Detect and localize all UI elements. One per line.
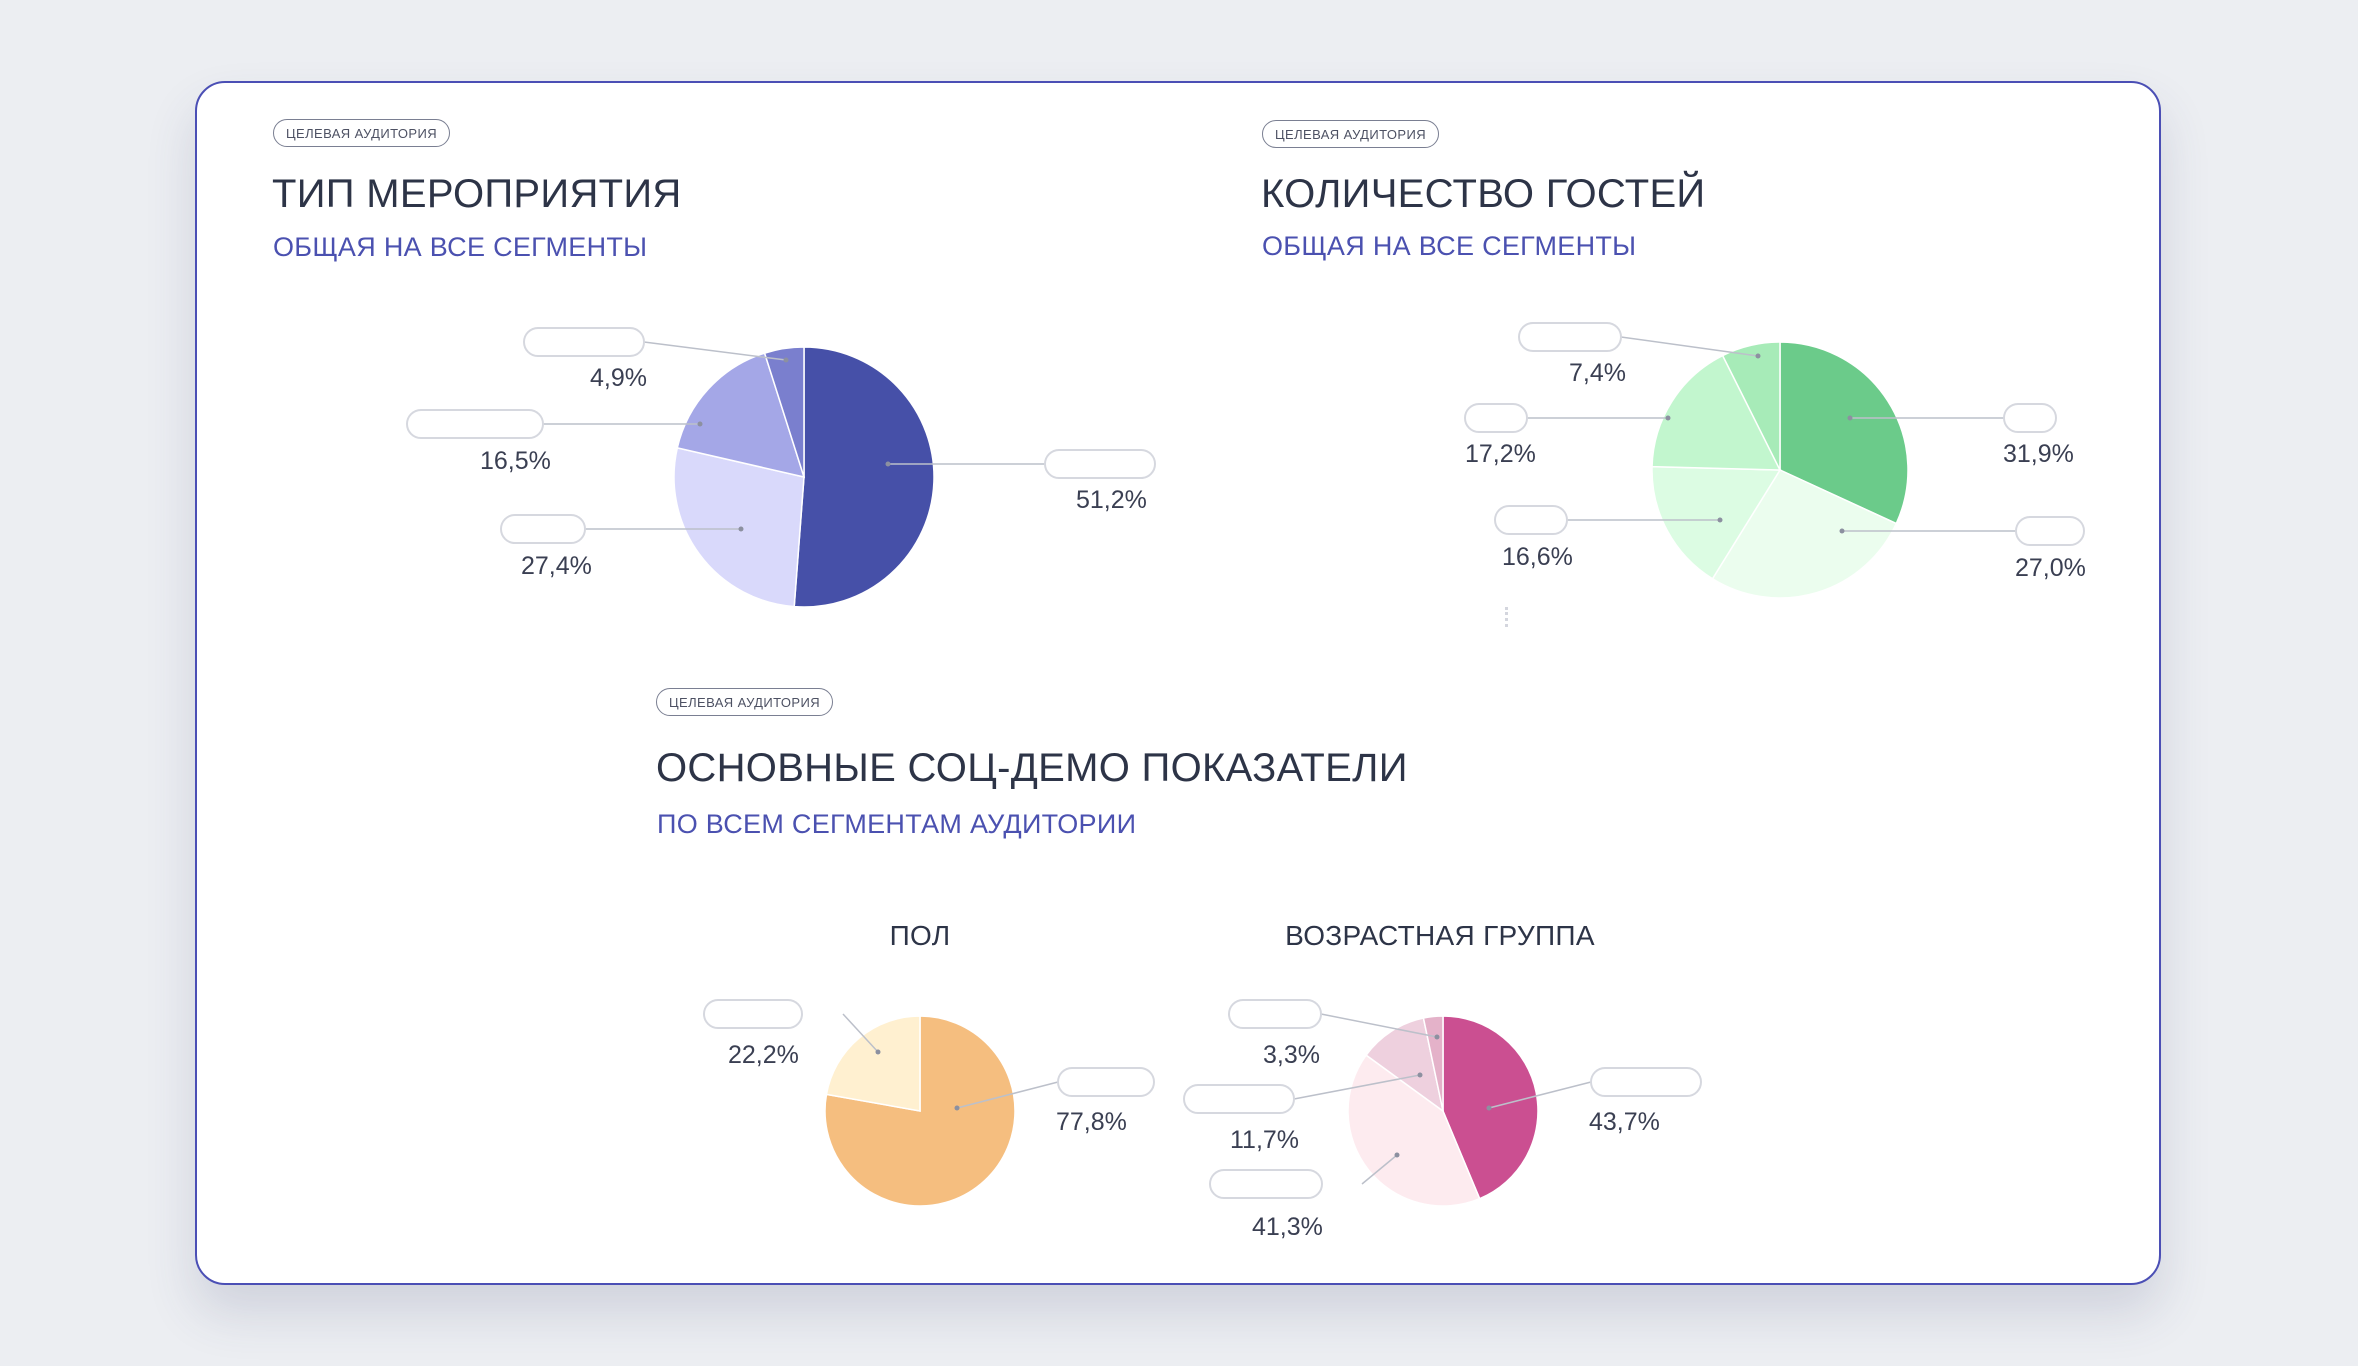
- dashboard-card: [195, 81, 2161, 1285]
- leader-line-age-0: [1488, 1081, 1592, 1109]
- label-pill-event_type-3: [523, 327, 645, 357]
- pie-slice-guest_count-2: [1651, 465, 1782, 580]
- label-pill-guest_count-1: [2015, 516, 2085, 546]
- label-pill-age-2: [1183, 1084, 1295, 1114]
- leader-dot-guest_count-1: [1839, 528, 1845, 534]
- pie-slice-gender-0: [824, 1015, 1016, 1207]
- leader-dot-age-1: [1394, 1152, 1400, 1158]
- title-guest-count: КОЛИЧЕСТВО ГОСТЕЙ: [1261, 172, 1706, 216]
- label-pill-event_type-2: [406, 409, 544, 439]
- pie-slice-guest_count-4: [1721, 341, 1781, 471]
- leader-line-age-3: [1320, 1013, 1438, 1038]
- pie-slice-age-3: [1422, 1015, 1444, 1112]
- data-label-event_type-1: 27,4%: [521, 552, 592, 580]
- tag-socdem: Целевая аудитория: [656, 688, 833, 716]
- pie-slice-age-2: [1365, 1017, 1445, 1113]
- data-label-age-0: 43,7%: [1589, 1108, 1660, 1136]
- data-label-guest_count-0: 31,9%: [2003, 440, 2074, 468]
- leader-dot-event_type-1: [738, 526, 744, 532]
- label-pill-age-3: [1228, 999, 1322, 1029]
- tag-event-type: Целевая аудитория: [273, 119, 450, 147]
- data-label-guest_count-2: 16,6%: [1502, 543, 1573, 571]
- leader-line-gender-0: [956, 1081, 1059, 1109]
- pie-age: [1347, 1015, 1539, 1207]
- leader-dot-age-0: [1486, 1105, 1492, 1111]
- title-socdem: ОСНОВНЫЕ СОЦ-ДЕМО ПОКАЗАТЕЛИ: [656, 746, 1408, 790]
- pie-slice-event_type-3: [763, 346, 805, 478]
- leader-dot-age-3: [1434, 1034, 1440, 1040]
- leader-dot-event_type-0: [885, 461, 891, 467]
- tag-guest-count: Целевая аудитория: [1262, 120, 1439, 148]
- data-label-gender-0: 77,8%: [1056, 1108, 1127, 1136]
- leader-line-event_type-3: [643, 341, 787, 361]
- data-label-event_type-2: 16,5%: [480, 447, 551, 475]
- subtitle-guest-count: ОБЩАЯ НА ВСЕ СЕГМЕНТЫ: [1262, 231, 1637, 261]
- data-label-guest_count-4: 7,4%: [1569, 359, 1626, 387]
- label-pill-age-1: [1209, 1169, 1323, 1199]
- leader-line-guest_count-4: [1620, 336, 1759, 357]
- leader-dot-guest_count-4: [1755, 353, 1761, 359]
- data-label-gender-1: 22,2%: [728, 1041, 799, 1069]
- leader-line-gender-1: [842, 1013, 879, 1053]
- title-event-type: ТИП МЕРОПРИЯТИЯ: [272, 172, 682, 216]
- divider-dots: [1505, 607, 1511, 627]
- data-label-age-3: 3,3%: [1263, 1041, 1320, 1069]
- label-pill-age-0: [1590, 1067, 1702, 1097]
- pie-slice-guest_count-3: [1651, 354, 1782, 471]
- label-pill-gender-1: [703, 999, 803, 1029]
- leader-dot-guest_count-0: [1847, 415, 1853, 421]
- pie-slice-guest_count-1: [1711, 469, 1898, 599]
- pie-slice-gender-1: [825, 1015, 921, 1112]
- pie-event_type: [673, 346, 935, 608]
- subtitle-event-type: ОБЩАЯ НА ВСЕ СЕГМЕНТЫ: [273, 232, 648, 262]
- label-pill-guest_count-3: [1464, 403, 1528, 433]
- pie-slice-event_type-0: [793, 346, 935, 608]
- chart-title-age: ВОЗРАСТНАЯ ГРУППА: [1285, 920, 1595, 951]
- label-pill-event_type-1: [500, 514, 586, 544]
- leader-dot-gender-1: [875, 1049, 881, 1055]
- chart-title-gender: ПОЛ: [889, 920, 951, 951]
- leader-dot-event_type-2: [697, 421, 703, 427]
- data-label-guest_count-1: 27,0%: [2015, 554, 2086, 582]
- leader-line-age-2: [1293, 1074, 1421, 1100]
- data-label-age-2: 11,7%: [1230, 1126, 1299, 1154]
- pie-gender: [824, 1015, 1016, 1207]
- label-pill-gender-0: [1057, 1067, 1155, 1097]
- leader-dot-guest_count-3: [1665, 415, 1671, 421]
- pie-slice-event_type-1: [673, 446, 805, 608]
- data-label-event_type-3: 4,9%: [590, 364, 647, 392]
- data-label-age-1: 41,3%: [1252, 1213, 1323, 1241]
- leader-dot-event_type-3: [783, 357, 789, 363]
- label-pill-guest_count-2: [1494, 505, 1568, 535]
- subtitle-socdem: ПО ВСЕМ СЕГМЕНТАМ АУДИТОРИИ: [657, 809, 1137, 839]
- leader-line-age-1: [1361, 1154, 1398, 1185]
- label-pill-event_type-0: [1044, 449, 1156, 479]
- data-label-guest_count-3: 17,2%: [1465, 440, 1536, 468]
- data-label-event_type-0: 51,2%: [1076, 486, 1147, 514]
- leader-dot-age-2: [1417, 1072, 1423, 1078]
- leader-dot-guest_count-2: [1717, 517, 1723, 523]
- pie-guest_count: [1651, 341, 1909, 599]
- leader-dot-gender-0: [954, 1105, 960, 1111]
- label-pill-guest_count-4: [1518, 322, 1622, 352]
- label-pill-guest_count-0: [2003, 403, 2057, 433]
- pie-slice-guest_count-0: [1779, 341, 1909, 525]
